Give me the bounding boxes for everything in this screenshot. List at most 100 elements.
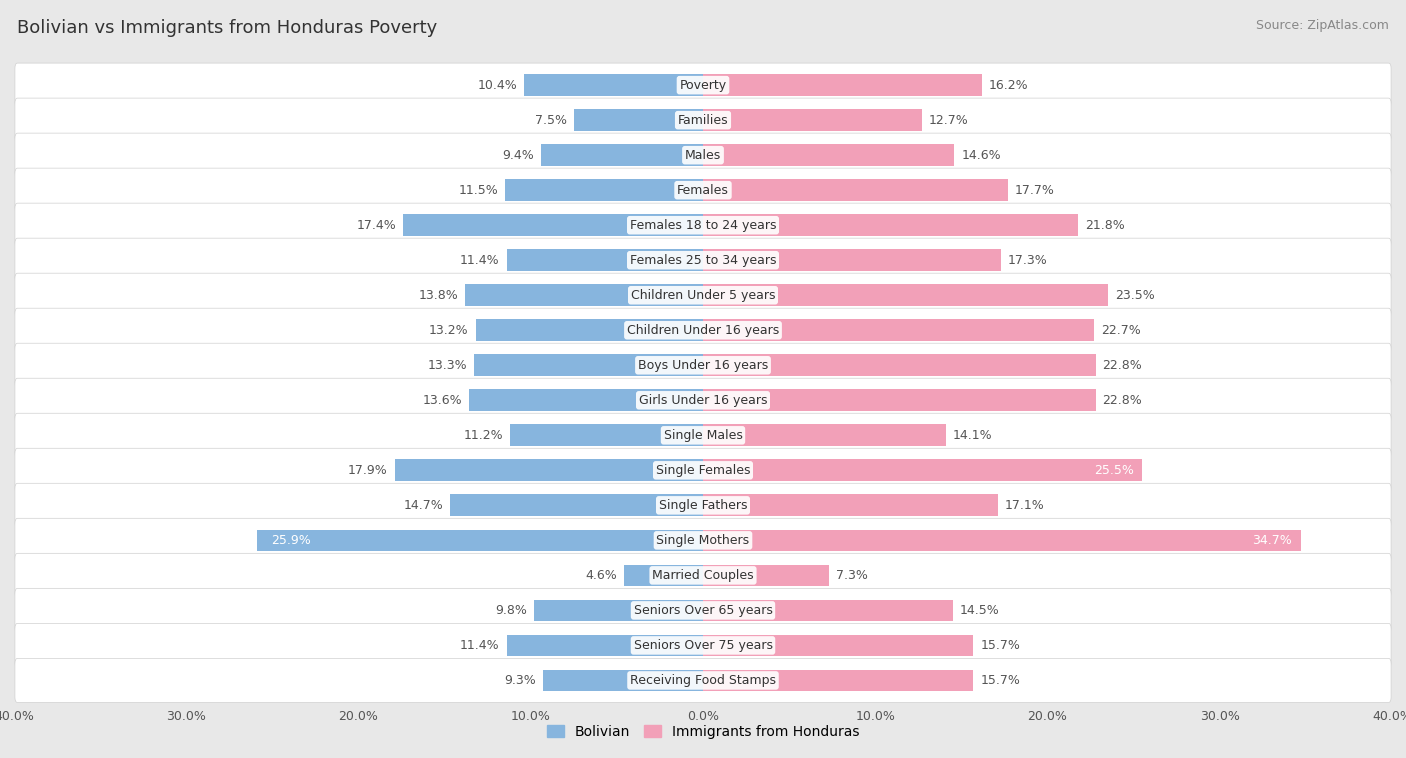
Text: 17.4%: 17.4% bbox=[357, 219, 396, 232]
Text: 9.4%: 9.4% bbox=[502, 149, 534, 161]
Text: 34.7%: 34.7% bbox=[1253, 534, 1292, 547]
Bar bbox=[703, 319, 1094, 341]
Text: 9.3%: 9.3% bbox=[505, 674, 536, 687]
Text: Males: Males bbox=[685, 149, 721, 161]
Bar bbox=[404, 215, 703, 236]
FancyBboxPatch shape bbox=[15, 659, 1391, 703]
Text: 13.3%: 13.3% bbox=[427, 359, 467, 371]
Text: Seniors Over 65 years: Seniors Over 65 years bbox=[634, 604, 772, 617]
Bar bbox=[703, 494, 997, 516]
FancyBboxPatch shape bbox=[15, 518, 1391, 562]
Text: Single Males: Single Males bbox=[664, 429, 742, 442]
Bar bbox=[506, 634, 703, 656]
Text: Children Under 16 years: Children Under 16 years bbox=[627, 324, 779, 337]
Text: 15.7%: 15.7% bbox=[980, 674, 1021, 687]
Text: 17.9%: 17.9% bbox=[349, 464, 388, 477]
FancyBboxPatch shape bbox=[15, 413, 1391, 457]
Text: 22.7%: 22.7% bbox=[1101, 324, 1140, 337]
Legend: Bolivian, Immigrants from Honduras: Bolivian, Immigrants from Honduras bbox=[541, 719, 865, 744]
FancyBboxPatch shape bbox=[15, 273, 1391, 318]
Bar bbox=[624, 565, 703, 586]
Text: 14.7%: 14.7% bbox=[404, 499, 443, 512]
Bar bbox=[524, 74, 703, 96]
Bar bbox=[541, 144, 703, 166]
Bar bbox=[703, 565, 828, 586]
Text: 22.8%: 22.8% bbox=[1102, 359, 1142, 371]
Bar bbox=[506, 249, 703, 271]
Bar bbox=[703, 530, 1301, 551]
Text: 14.6%: 14.6% bbox=[962, 149, 1001, 161]
Bar bbox=[703, 600, 953, 622]
Text: 7.3%: 7.3% bbox=[835, 569, 868, 582]
Text: Married Couples: Married Couples bbox=[652, 569, 754, 582]
Bar bbox=[703, 355, 1095, 376]
Bar bbox=[468, 390, 703, 411]
Text: 13.2%: 13.2% bbox=[429, 324, 468, 337]
FancyBboxPatch shape bbox=[15, 623, 1391, 668]
Text: 9.8%: 9.8% bbox=[495, 604, 527, 617]
FancyBboxPatch shape bbox=[15, 588, 1391, 632]
Bar bbox=[703, 424, 946, 446]
Text: 23.5%: 23.5% bbox=[1115, 289, 1154, 302]
Text: Single Fathers: Single Fathers bbox=[659, 499, 747, 512]
Bar bbox=[450, 494, 703, 516]
Text: Single Mothers: Single Mothers bbox=[657, 534, 749, 547]
Text: 14.5%: 14.5% bbox=[960, 604, 1000, 617]
Text: 17.1%: 17.1% bbox=[1004, 499, 1045, 512]
Text: 15.7%: 15.7% bbox=[980, 639, 1021, 652]
Bar bbox=[703, 144, 955, 166]
FancyBboxPatch shape bbox=[15, 203, 1391, 247]
Text: 11.4%: 11.4% bbox=[460, 639, 499, 652]
Text: Single Females: Single Females bbox=[655, 464, 751, 477]
Text: Seniors Over 75 years: Seniors Over 75 years bbox=[634, 639, 772, 652]
Text: Children Under 5 years: Children Under 5 years bbox=[631, 289, 775, 302]
Text: 13.8%: 13.8% bbox=[419, 289, 458, 302]
FancyBboxPatch shape bbox=[15, 343, 1391, 387]
Text: 11.5%: 11.5% bbox=[458, 183, 498, 196]
FancyBboxPatch shape bbox=[15, 484, 1391, 528]
Text: 14.1%: 14.1% bbox=[953, 429, 993, 442]
FancyBboxPatch shape bbox=[15, 238, 1391, 282]
Bar bbox=[703, 669, 973, 691]
Text: 17.3%: 17.3% bbox=[1008, 254, 1047, 267]
Text: Bolivian vs Immigrants from Honduras Poverty: Bolivian vs Immigrants from Honduras Pov… bbox=[17, 19, 437, 37]
Text: Females 18 to 24 years: Females 18 to 24 years bbox=[630, 219, 776, 232]
FancyBboxPatch shape bbox=[15, 63, 1391, 107]
Bar bbox=[534, 600, 703, 622]
Bar bbox=[703, 390, 1095, 411]
Bar bbox=[703, 215, 1078, 236]
Text: 25.5%: 25.5% bbox=[1094, 464, 1133, 477]
Bar bbox=[510, 424, 703, 446]
FancyBboxPatch shape bbox=[15, 98, 1391, 143]
Text: 10.4%: 10.4% bbox=[477, 79, 517, 92]
Bar bbox=[574, 109, 703, 131]
Bar bbox=[703, 74, 981, 96]
Text: 4.6%: 4.6% bbox=[585, 569, 617, 582]
FancyBboxPatch shape bbox=[15, 378, 1391, 422]
Text: 11.2%: 11.2% bbox=[464, 429, 503, 442]
Text: 25.9%: 25.9% bbox=[271, 534, 311, 547]
Text: 16.2%: 16.2% bbox=[988, 79, 1029, 92]
Text: 11.4%: 11.4% bbox=[460, 254, 499, 267]
Text: 21.8%: 21.8% bbox=[1085, 219, 1125, 232]
Text: Females: Females bbox=[678, 183, 728, 196]
Text: Boys Under 16 years: Boys Under 16 years bbox=[638, 359, 768, 371]
Text: Females 25 to 34 years: Females 25 to 34 years bbox=[630, 254, 776, 267]
Bar bbox=[703, 634, 973, 656]
Text: 13.6%: 13.6% bbox=[422, 394, 461, 407]
Text: 22.8%: 22.8% bbox=[1102, 394, 1142, 407]
Bar bbox=[703, 284, 1108, 306]
FancyBboxPatch shape bbox=[15, 309, 1391, 352]
Text: Receiving Food Stamps: Receiving Food Stamps bbox=[630, 674, 776, 687]
FancyBboxPatch shape bbox=[15, 448, 1391, 493]
Bar bbox=[465, 284, 703, 306]
Bar bbox=[475, 319, 703, 341]
Text: 7.5%: 7.5% bbox=[534, 114, 567, 127]
Bar bbox=[703, 109, 922, 131]
Bar bbox=[703, 180, 1008, 201]
Bar bbox=[703, 459, 1142, 481]
Text: 12.7%: 12.7% bbox=[928, 114, 969, 127]
Bar bbox=[395, 459, 703, 481]
FancyBboxPatch shape bbox=[15, 133, 1391, 177]
Text: Girls Under 16 years: Girls Under 16 years bbox=[638, 394, 768, 407]
